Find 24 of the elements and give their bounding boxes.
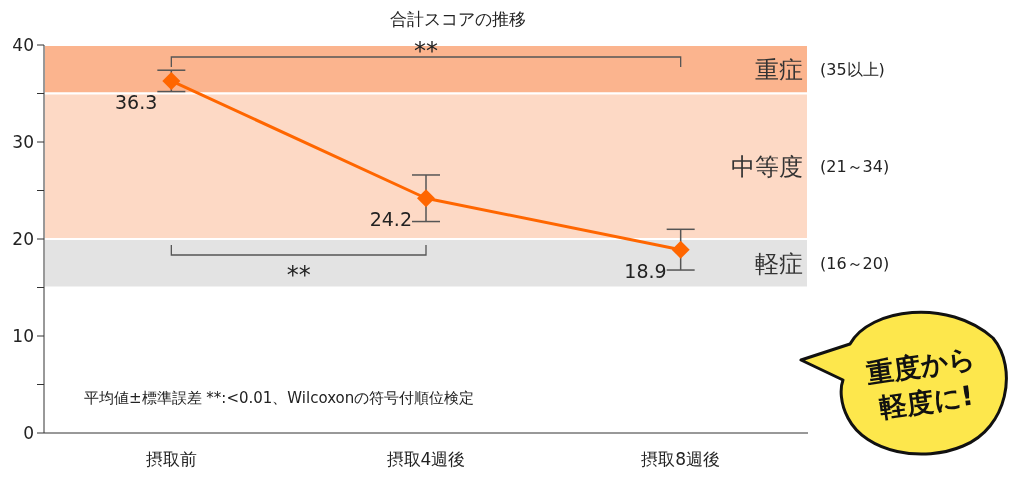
- y-tick-label: 20: [12, 229, 34, 249]
- y-tick-label: 40: [12, 35, 34, 55]
- annotation: **: [286, 261, 311, 289]
- data-label: 18.9: [624, 259, 667, 282]
- point: [671, 240, 690, 259]
- x-tick-label: 摂取前: [145, 449, 197, 470]
- text: 重度から軽度に!: [863, 341, 980, 426]
- text: (16～20): [820, 254, 890, 274]
- data-label: 36.3: [115, 90, 158, 113]
- x-tick-label: 摂取4週後: [386, 449, 466, 470]
- y-tick-label: 30: [12, 132, 34, 152]
- annotation: **: [414, 37, 438, 65]
- band-label: 中等度: [731, 152, 803, 181]
- data-label: 24.2: [369, 208, 412, 231]
- y-tick-label: 0: [23, 423, 34, 443]
- band-label: 軽症: [755, 249, 803, 278]
- y-tick-label: 10: [12, 326, 34, 346]
- text: (35以上): [820, 60, 885, 80]
- annotation: 平均値±標準誤差 **:<0.01、Wilcoxonの符号付順位検定: [84, 389, 475, 407]
- point: [417, 189, 435, 208]
- x-tick-label: 摂取8週後: [641, 449, 721, 470]
- band-label: 重症: [755, 55, 803, 84]
- chart-title: 合計スコアの推移: [389, 8, 527, 31]
- text: (21～34): [820, 157, 890, 177]
